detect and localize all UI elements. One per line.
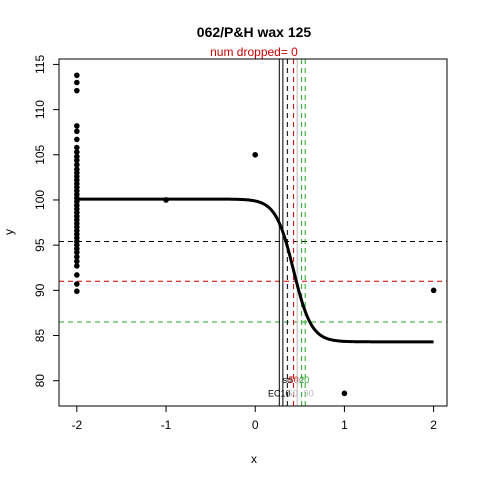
fit-curve-layer [76, 197, 434, 344]
data-point [74, 72, 80, 79]
x-axis: -2 -1 0 1 2 [72, 405, 437, 432]
y-tick-label: 105 [33, 144, 47, 164]
y-axis-label: y [2, 229, 16, 235]
data-point [74, 272, 80, 278]
annotation-label: EC10 [268, 388, 291, 398]
y-tick-label: 110 [33, 100, 47, 119]
annotation-label: 50 [289, 375, 299, 385]
data-point [74, 79, 80, 86]
x-tick-label: -2 [72, 418, 83, 432]
plot-frame [58, 58, 448, 407]
data-point [163, 197, 169, 203]
chart-title: 062/P&H wax 125 [197, 24, 312, 40]
x-axis-label: x [251, 452, 257, 466]
chart-subtitle: num dropped= 0 [210, 45, 298, 59]
data-point [74, 144, 80, 151]
data-point [74, 288, 80, 295]
y-tick-label: 85 [33, 329, 47, 343]
data-point [74, 136, 80, 143]
data-point [74, 263, 80, 269]
x-tick-label: 0 [252, 418, 259, 432]
data-point [74, 157, 80, 164]
data-point [74, 254, 80, 260]
data-points [74, 72, 437, 397]
data-point [341, 390, 348, 397]
data-point [74, 258, 80, 265]
data-point [74, 281, 80, 287]
y-tick-label: 80 [33, 374, 47, 388]
y-tick-label: 95 [33, 238, 47, 252]
annotation-label: 90 [304, 388, 314, 398]
reference-lines [59, 59, 447, 406]
data-point [74, 128, 80, 135]
y-tick-label: 100 [33, 190, 47, 210]
data-point [430, 287, 437, 294]
fit-curve [76, 197, 434, 344]
annotation-label: 20 [299, 375, 309, 385]
annotation-label: 50 [288, 388, 298, 398]
data-point [74, 149, 80, 155]
y-axis: 80 85 90 95 100 105 110 115 [33, 55, 60, 388]
data-point [74, 249, 80, 256]
x-tick-label: -1 [161, 418, 172, 432]
data-point [74, 161, 80, 168]
x-tick-label: 2 [430, 418, 437, 432]
x-tick-label: 1 [341, 418, 348, 432]
annotation-label: sd [283, 375, 293, 385]
y-tick-label: 90 [33, 283, 47, 297]
data-point [74, 87, 80, 94]
annotation-label: sd [294, 375, 304, 385]
y-tick-label: 115 [33, 55, 47, 74]
data-point [252, 151, 259, 158]
data-point [74, 123, 80, 129]
